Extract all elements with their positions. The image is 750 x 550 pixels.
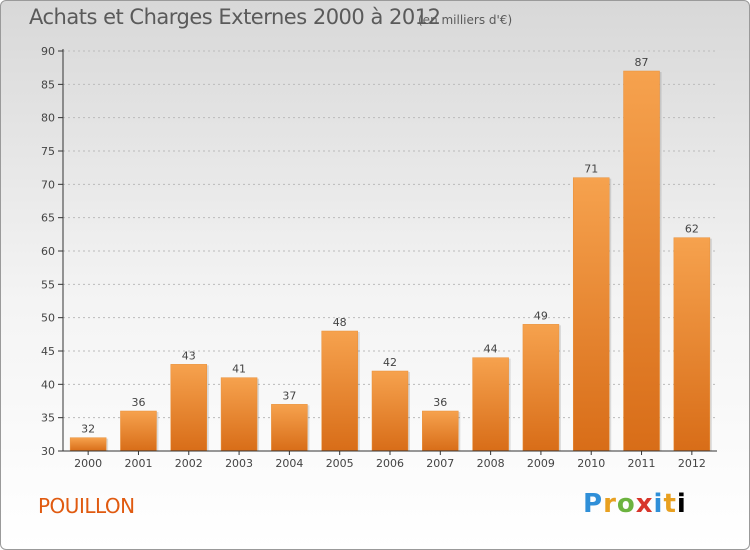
y-tick-label: 40 <box>41 378 55 391</box>
data-label: 62 <box>685 223 699 236</box>
proxiti-logo[interactable]: Proxiti <box>583 489 687 519</box>
y-axis: 30 35 40 45 50 55 60 65 70 75 80 85 90 <box>41 45 64 458</box>
data-label: 36 <box>131 396 145 409</box>
y-tick-label: 60 <box>41 245 55 258</box>
x-axis: 2000 2001 2002 2003 2004 2005 2006 2007 2008 2009… <box>63 450 717 470</box>
chart-subtitle: (en milliers d'€) <box>418 13 513 27</box>
y-tick-label: 65 <box>41 212 55 225</box>
data-label: 44 <box>484 343 498 356</box>
x-tick-label: 2012 <box>678 457 706 470</box>
x-tick-label: 2011 <box>628 457 656 470</box>
x-tick-label: 2010 <box>577 457 605 470</box>
bar <box>120 410 157 452</box>
data-label: 36 <box>433 396 447 409</box>
x-tick-label: 2006 <box>376 457 404 470</box>
y-tick-label: 70 <box>41 178 55 191</box>
bar <box>522 324 560 452</box>
y-tick-label: 30 <box>41 445 55 458</box>
bar <box>321 330 358 452</box>
data-label: 37 <box>282 389 296 402</box>
bar <box>271 404 308 452</box>
y-tick-label: 85 <box>41 78 55 91</box>
bar <box>472 357 509 452</box>
bar <box>623 70 660 452</box>
data-label: 32 <box>81 423 95 436</box>
data-label: 49 <box>534 309 548 322</box>
bar <box>170 364 208 452</box>
x-tick-label: 2003 <box>225 457 253 470</box>
bar <box>673 237 711 452</box>
bar <box>69 437 107 452</box>
commune-name: POUILLON <box>38 494 135 518</box>
x-tick-label: 2007 <box>426 457 454 470</box>
bar <box>422 410 459 452</box>
bars: 32 36 43 41 37 48 42 36 44 49 71 87 62 <box>69 56 712 452</box>
y-tick-label: 45 <box>41 345 55 358</box>
chart-title: Achats et Charges Externes 2000 à 2012 <box>29 5 441 29</box>
data-label: 41 <box>232 363 246 376</box>
bar <box>572 177 610 452</box>
x-tick-label: 2009 <box>527 457 555 470</box>
x-tick-label: 2000 <box>74 457 102 470</box>
data-label: 87 <box>635 56 649 69</box>
bar <box>371 370 409 452</box>
bar <box>220 377 258 452</box>
y-tick-label: 80 <box>41 112 55 125</box>
y-tick-label: 35 <box>41 412 55 425</box>
x-tick-label: 2005 <box>326 457 354 470</box>
y-tick-label: 75 <box>41 145 55 158</box>
y-tick-label: 50 <box>41 312 55 325</box>
data-label: 48 <box>333 316 347 329</box>
x-tick-label: 2008 <box>477 457 505 470</box>
x-tick-label: 2004 <box>275 457 303 470</box>
data-label: 42 <box>383 356 397 369</box>
data-label: 71 <box>584 163 598 176</box>
y-tick-label: 90 <box>41 45 55 58</box>
data-label: 43 <box>182 349 196 362</box>
x-tick-label: 2002 <box>175 457 203 470</box>
y-tick-label: 55 <box>41 278 55 291</box>
x-tick-label: 2001 <box>124 457 152 470</box>
